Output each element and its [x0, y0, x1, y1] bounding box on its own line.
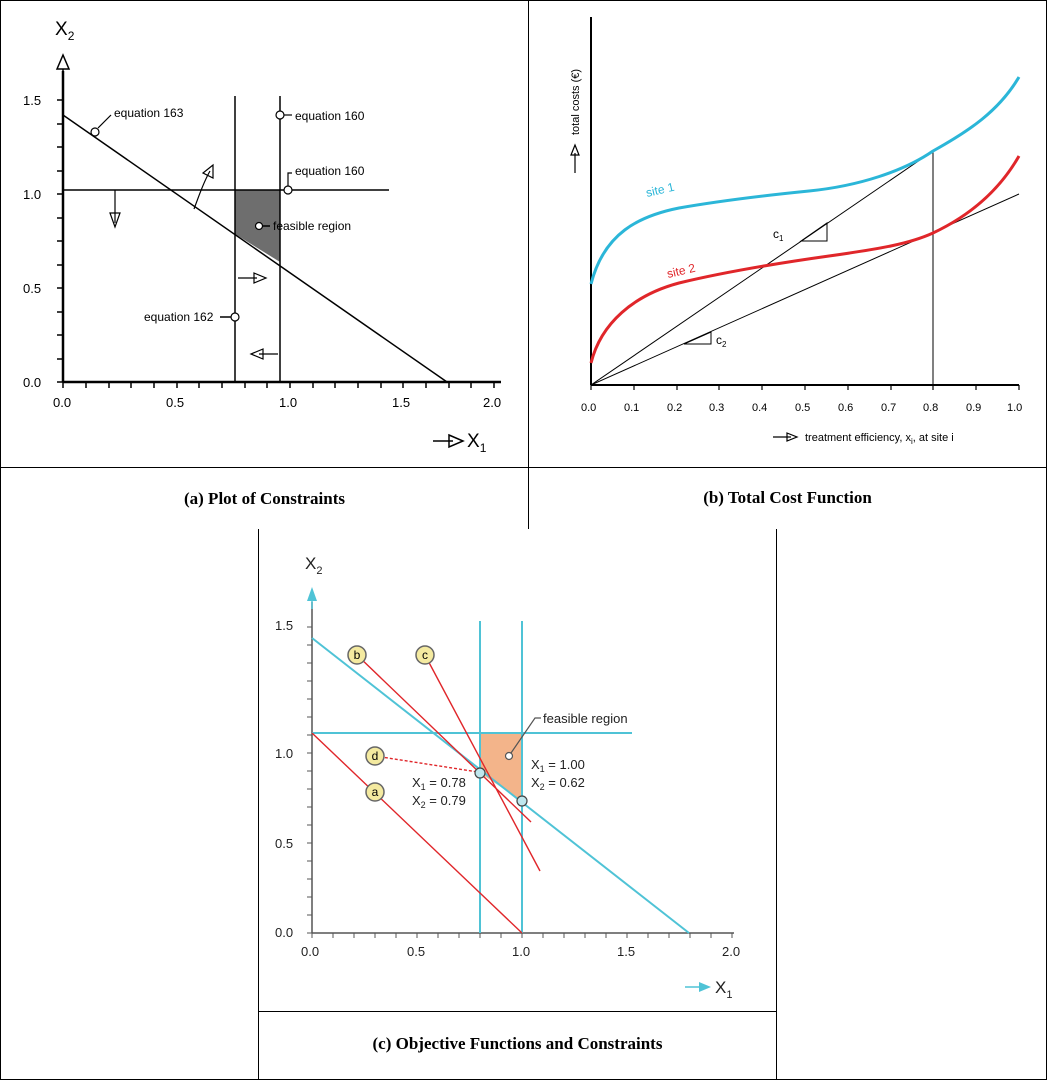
feasible-region-label: feasible region	[543, 711, 628, 726]
x-tick-label: 1.0	[279, 395, 297, 410]
x1-axis-label: X1	[715, 978, 732, 1001]
marker-b-label: b	[354, 648, 361, 662]
x-tick-label: 0.5	[166, 395, 184, 410]
slope-triangle-c2	[683, 331, 712, 345]
x-axis-label: treatment efficiency, xi, at site i	[805, 432, 954, 446]
objective-functions-plot: 0.0 0.5 1.0 1.5 2.0 0.0 0.5 1.0 1.5 X2 X…	[275, 554, 740, 1001]
x-tick-label: 1.5	[617, 944, 635, 959]
x2-arrow-icon	[307, 587, 317, 601]
point1-x2-label: X2 = 0.79	[412, 793, 466, 810]
y-tick-label: 1.0	[275, 746, 293, 761]
point2-x2-label: X2 = 0.62	[531, 775, 585, 792]
x-tick-label: 0.0	[53, 395, 71, 410]
annotation-equation-162: equation 162	[144, 310, 214, 324]
objective-line-b	[356, 654, 532, 823]
y-tick-label: 0.0	[23, 375, 41, 390]
figure-b-caption-cell: (b) Total Cost Function	[528, 467, 1047, 530]
x1-axis-label: X1	[467, 431, 487, 455]
annotation-feasible-region: feasible region	[273, 219, 351, 233]
marker-a-label: a	[372, 785, 379, 799]
x-ticks	[62, 382, 495, 388]
x-tick-label: 0.2	[667, 402, 682, 414]
x-tick-label: 0.5	[407, 944, 425, 959]
figure-b-cell: 0.0 0.1 0.2 0.3 0.4 0.5 0.6 0.7 0.8 0.9 …	[528, 0, 1047, 468]
y-axis-label: total costs (€)	[570, 69, 582, 135]
constraint-line-diagonal	[311, 637, 690, 934]
marker-c	[415, 645, 435, 665]
x1-arrow-icon	[448, 433, 465, 449]
x-tick-label: 1.0	[1007, 402, 1022, 414]
y-tick-label: 0.0	[275, 925, 293, 940]
x-tick-label: 0.4	[752, 402, 767, 414]
figure-a-caption-cell: (a) Plot of Constraints	[0, 467, 529, 530]
x-tick-label: 1.5	[392, 395, 410, 410]
figure-c-cell: 0.0 0.5 1.0 1.5 2.0 0.0 0.5 1.0 1.5 X2 X…	[258, 529, 777, 1012]
annotation-equation-160-mid: equation 160	[295, 164, 365, 178]
x-tick-label: 2.0	[722, 944, 740, 959]
x-tick-label: 0.0	[581, 402, 596, 414]
x-tick-label: 0.9	[966, 402, 981, 414]
x-tick-label: 1.0	[512, 944, 530, 959]
x-tick-label: 2.0	[483, 395, 501, 410]
point1-x1-label: X1 = 0.78	[412, 775, 466, 792]
site1-curve	[589, 76, 1021, 285]
x-tick-label: 0.5	[795, 402, 810, 414]
x-arrow-icon	[786, 432, 799, 442]
site1-label: site 1	[645, 180, 676, 200]
site2-curve	[589, 155, 1021, 364]
x2-axis-label: X2	[305, 554, 322, 577]
slope-label-c1: c1	[773, 227, 784, 243]
annotation-equation-163: equation 163	[114, 106, 184, 120]
y-tick-label: 1.5	[275, 618, 293, 633]
x-tick-label: 0.6	[838, 402, 853, 414]
x-tick-label: 0.3	[709, 402, 724, 414]
x2-axis-label: X2	[55, 19, 75, 43]
site2-label: site 2	[666, 261, 697, 281]
marker-c-label: c	[422, 648, 428, 662]
y-tick-label: 1.0	[23, 187, 41, 202]
marker-d-label: d	[372, 749, 379, 763]
objective-line-a	[311, 732, 523, 934]
x-tick-label: 0.8	[923, 402, 938, 414]
y-ticks	[57, 99, 63, 383]
y-tick-label: 1.5	[23, 93, 41, 108]
figure-c-caption: (c) Objective Functions and Constraints	[372, 1034, 663, 1053]
x-tick-label: 0.7	[881, 402, 896, 414]
constraints-plot: X2 X1 0.0 0.5 1.0 1.5 2.0 0.0 0.5 1.0 1.…	[23, 19, 501, 455]
x-tick-label: 0.1	[624, 402, 639, 414]
figure-c-caption-cell: (c) Objective Functions and Constraints	[258, 1011, 777, 1080]
x1-arrow-icon	[699, 982, 711, 992]
optimum-point-2	[516, 795, 528, 807]
y-tick-label: 0.5	[23, 281, 41, 296]
point2-x1-label: X1 = 1.00	[531, 757, 585, 774]
x-tick-label: 0.0	[301, 944, 319, 959]
figure-a-caption: (a) Plot of Constraints	[183, 489, 345, 508]
total-cost-plot: 0.0 0.1 0.2 0.3 0.4 0.5 0.6 0.7 0.8 0.9 …	[570, 17, 1022, 446]
constraint-line-diagonal	[62, 114, 448, 383]
optimum-point-1	[474, 767, 486, 779]
marker-d	[365, 746, 385, 766]
secant-line-c1	[590, 150, 934, 386]
figure-b-caption: (b) Total Cost Function	[703, 488, 872, 507]
slope-triangle-c1	[799, 222, 828, 242]
objective-line-d	[374, 755, 479, 773]
slope-label-c2: c2	[716, 333, 727, 349]
x2-arrow-icon	[55, 53, 71, 70]
figure-a-cell: X2 X1 0.0 0.5 1.0 1.5 2.0 0.0 0.5 1.0 1.…	[0, 0, 529, 468]
feasible-region	[480, 733, 522, 801]
objective-line-c	[424, 654, 541, 872]
y-arrow-icon	[570, 143, 580, 156]
curved-arrow-icon	[193, 170, 211, 210]
marker-b	[347, 645, 367, 665]
annotation-equation-160-top: equation 160	[295, 109, 365, 123]
y-tick-label: 0.5	[275, 836, 293, 851]
marker-a	[365, 782, 385, 802]
